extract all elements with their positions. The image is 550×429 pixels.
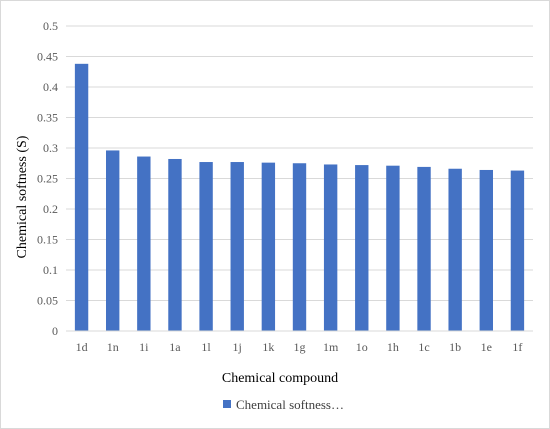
x-tick-label: 1o (356, 340, 368, 354)
bar-1i (137, 156, 151, 331)
y-tick-label: 0 (52, 324, 58, 338)
bar-1h (386, 165, 400, 331)
bar-1l (199, 162, 213, 331)
bar-1k (261, 162, 276, 331)
x-axis-title: Chemical compound (222, 371, 338, 386)
y-tick-label: 0.05 (37, 294, 58, 308)
x-tick-label: 1b (449, 340, 461, 354)
x-tick-label: 1m (323, 340, 339, 354)
bar-1e (479, 169, 493, 331)
x-tick-label: 1f (512, 340, 522, 354)
bar-1d (74, 63, 89, 331)
x-tick-label: 1a (169, 340, 181, 354)
y-tick-label: 0.4 (43, 80, 58, 94)
y-tick-label: 0.15 (37, 233, 58, 247)
x-tick-labels: 1d 1n 1i 1a 1l 1j 1k 1g 1m 1o 1h 1c 1b 1e 1f (76, 340, 523, 354)
bar-1j (230, 162, 244, 331)
bars (74, 63, 525, 331)
y-axis-title: Chemical softness (S) (15, 135, 30, 258)
x-tick-label: 1h (387, 340, 399, 354)
x-tick-label: 1j (233, 340, 242, 354)
bar-1m (323, 164, 338, 331)
y-tick-label: 0.3 (43, 141, 58, 155)
x-tick-label: 1i (139, 340, 149, 354)
y-tick-label: 0.1 (43, 263, 58, 277)
y-tick-label: 0.35 (37, 111, 58, 125)
y-tick-label: 0.45 (37, 50, 58, 64)
y-tick-label: 0.25 (37, 172, 58, 186)
x-tick-label: 1n (107, 340, 119, 354)
bar-1n (106, 150, 120, 331)
x-tick-label: 1d (76, 340, 88, 354)
legend-swatch (223, 400, 231, 408)
bar-1b (448, 168, 462, 331)
x-tick-label: 1e (481, 340, 492, 354)
x-tick-label: 1c (418, 340, 429, 354)
y-tick-label: 0.2 (43, 202, 58, 216)
bar-1g (292, 163, 307, 331)
legend: Chemical softness… (223, 397, 344, 412)
y-tick-labels: 0 0.05 0.1 0.15 0.2 0.25 0.3 0.35 0.4 0.45 0.5 (37, 19, 58, 338)
bar-1o (355, 165, 369, 331)
bar-1f (510, 170, 525, 331)
bar-1c (417, 166, 431, 331)
y-tick-label: 0.5 (43, 19, 58, 33)
x-tick-label: 1k (262, 340, 274, 354)
legend-label: Chemical softness… (236, 397, 344, 412)
x-tick-label: 1g (294, 340, 306, 354)
x-tick-label: 1l (201, 340, 211, 354)
bar-1a (168, 158, 182, 331)
